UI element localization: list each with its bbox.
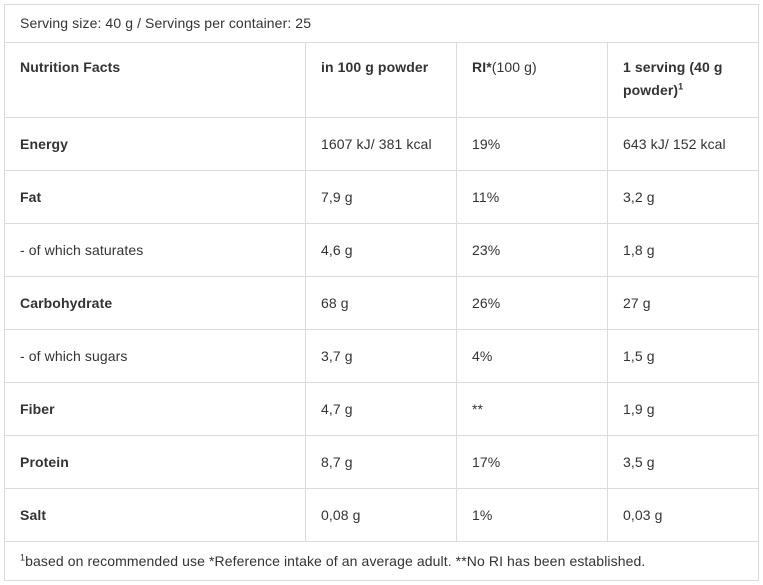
nutrient-ri: 23%: [456, 223, 608, 277]
nutrient-per-serving: 3,2 g: [606, 170, 760, 224]
nutrient-name: Salt: [4, 488, 306, 542]
nutrient-per-100g: 4,6 g: [305, 223, 457, 277]
nutrient-ri: 4%: [456, 329, 608, 383]
nutrient-per-100g: 4,7 g: [305, 382, 457, 436]
header-per-serving: 1 serving (40 g powder)1: [606, 42, 760, 118]
nutrient-ri: 19%: [456, 117, 608, 171]
header-per-serving-label: 1 serving (40 g powder): [623, 59, 723, 98]
nutrient-per-serving: 27 g: [606, 276, 760, 330]
nutrient-name: Fiber: [4, 382, 306, 436]
header-ri-label: RI*: [472, 59, 492, 75]
nutrient-per-serving: 1,9 g: [606, 382, 760, 436]
nutrient-per-100g: 7,9 g: [305, 170, 457, 224]
nutrient-row: Energy 1607 kJ/ 381 kcal 19% 643 kJ/ 152 kc…: [4, 117, 760, 171]
header-nutrition-facts: Nutrition Facts: [4, 42, 306, 118]
nutrition-table: Serving size: 40 g / Servings per contai…: [3, 4, 760, 581]
nutrient-row: - of which sugars 3,7 g 4% 1,5 g: [4, 329, 760, 383]
nutrient-per-serving: 0,03 g: [606, 488, 760, 542]
header-per-100g: in 100 g powder: [305, 42, 457, 118]
footnote-text: based on recommended use *Reference inta…: [25, 552, 646, 569]
nutrient-per-serving: 1,8 g: [606, 223, 760, 277]
nutrient-per-100g: 1607 kJ/ 381 kcal: [305, 117, 457, 171]
header-row: Nutrition Facts in 100 g powder RI*(100 …: [4, 42, 760, 118]
footnote-row: 1based on recommended use *Reference int…: [3, 541, 760, 581]
nutrient-row: - of which saturates 4,6 g 23% 1,8 g: [4, 223, 760, 277]
nutrient-name: Carbohydrate: [4, 276, 306, 330]
nutrient-name: Protein: [4, 435, 306, 489]
footnote-marker: 1: [20, 551, 26, 562]
nutrient-per-serving: 3,5 g: [606, 435, 760, 489]
nutrient-ri: 11%: [456, 170, 608, 224]
nutrient-name: Energy: [4, 117, 306, 171]
nutrient-per-100g: 0,08 g: [305, 488, 457, 542]
nutrient-row: Salt 0,08 g 1% 0,03 g: [4, 488, 760, 542]
nutrient-per-100g: 8,7 g: [305, 435, 457, 489]
nutrient-ri: 26%: [456, 276, 608, 330]
nutrient-row: Fat 7,9 g 11% 3,2 g: [4, 170, 760, 224]
serving-info-row: Serving size: 40 g / Servings per contai…: [3, 4, 760, 43]
footnote: 1based on recommended use *Reference int…: [3, 541, 760, 581]
nutrient-per-serving: 643 kJ/ 152 kcal: [606, 117, 760, 171]
nutrient-ri: 1%: [456, 488, 608, 542]
nutrient-per-100g: 3,7 g: [305, 329, 457, 383]
nutrient-name: Fat: [4, 170, 306, 224]
nutrient-ri: **: [456, 382, 608, 436]
nutrient-name: - of which saturates: [4, 223, 306, 277]
header-ri-unit: (100 g): [491, 59, 537, 75]
header-footnote-marker: 1: [678, 81, 684, 92]
nutrient-row: Carbohydrate 68 g 26% 27 g: [4, 276, 760, 330]
nutrient-row: Protein 8,7 g 17% 3,5 g: [4, 435, 760, 489]
header-ri: RI*(100 g): [456, 42, 608, 118]
serving-info: Serving size: 40 g / Servings per contai…: [3, 4, 760, 43]
nutrient-per-serving: 1,5 g: [606, 329, 760, 383]
nutrient-row: Fiber 4,7 g ** 1,9 g: [4, 382, 760, 436]
nutrient-name: - of which sugars: [4, 329, 306, 383]
nutrient-per-100g: 68 g: [305, 276, 457, 330]
nutrient-ri: 17%: [456, 435, 608, 489]
